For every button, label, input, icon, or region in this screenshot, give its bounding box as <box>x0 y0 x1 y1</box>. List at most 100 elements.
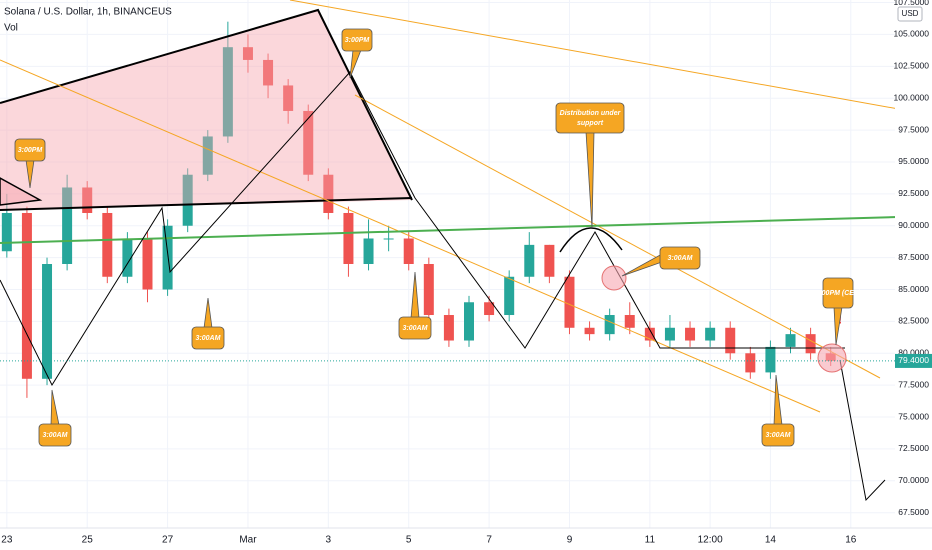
x-tick-label: 14 <box>765 535 777 546</box>
candle-body <box>765 346 776 373</box>
candle-body <box>785 334 796 347</box>
y-tick-label: 72.5000 <box>898 443 929 453</box>
candle-body <box>644 327 655 341</box>
annotation-box <box>38 423 72 447</box>
candle-body <box>102 212 113 277</box>
x-tick-label: 27 <box>162 535 174 546</box>
candle-body <box>443 315 454 341</box>
currency: USD <box>902 9 919 18</box>
annotation: Distribution under support <box>555 102 625 229</box>
candle-body <box>725 327 736 354</box>
candle-body <box>624 315 635 328</box>
annotation-text: 3:00PM (CET) <box>815 290 861 297</box>
currency-box <box>897 6 923 22</box>
candle-body <box>544 244 555 277</box>
x-tick-label: 23 <box>1 535 13 546</box>
annotation-text: 3:00AM <box>196 335 221 342</box>
candle-body <box>664 327 675 341</box>
volume-label: Vol <box>4 23 18 34</box>
annotation-pointer <box>585 131 595 229</box>
y-tick-label: 77.5000 <box>898 379 929 389</box>
y-tick-label: 67.5000 <box>898 507 929 517</box>
candle-body <box>162 225 173 290</box>
annotation: 3:00AM <box>38 389 72 447</box>
annotation-text: 3:00PM <box>18 147 43 154</box>
candle-body <box>504 276 515 316</box>
candle-body <box>142 238 153 290</box>
candle-body <box>423 264 434 316</box>
annotation-pointer <box>410 271 420 319</box>
candle-body <box>62 187 73 264</box>
candle-body <box>745 353 756 373</box>
x-tick-label: 12:00 <box>698 535 723 546</box>
price-axis <box>895 0 932 550</box>
x-tick-label: 9 <box>567 535 573 546</box>
annotation: 3:00AM <box>761 374 795 447</box>
chart-title: Solana / U.S. Dollar, 1h, BINANCEUS <box>4 7 172 18</box>
annotation-box <box>191 326 225 350</box>
x-tick-label: Mar <box>239 535 257 546</box>
annotation: 3:00AM <box>191 297 225 350</box>
candle-body <box>263 59 274 86</box>
y-tick-label: 105.0000 <box>894 29 930 39</box>
annotation-box <box>398 316 432 340</box>
candle-body <box>242 47 253 60</box>
candle-body <box>564 276 575 328</box>
annotation-box <box>341 28 373 52</box>
candle-body <box>222 47 233 137</box>
candle-body <box>303 110 314 175</box>
annotation: 3:00PM (CET) <box>815 277 861 346</box>
annotation-text: 3:00AM <box>668 255 693 262</box>
y-tick-label: 107.5000 <box>894 0 930 7</box>
annotation-line: Distribution under <box>560 110 622 117</box>
candle-body <box>122 238 133 277</box>
annotation-text: 3:00AM <box>766 432 791 439</box>
candle-body <box>604 315 615 335</box>
y-tick-label: 82.5000 <box>898 316 929 326</box>
x-tick-label: 16 <box>845 535 857 546</box>
last-price-label: 79.4000 <box>898 355 929 365</box>
candle-body <box>584 327 595 335</box>
candle-body <box>323 174 334 213</box>
candle-body <box>363 238 374 264</box>
candle-body <box>182 174 193 226</box>
candle-body <box>283 85 294 111</box>
y-tick-label: 100.0000 <box>894 92 930 102</box>
candles <box>1 21 836 398</box>
x-tick-label: 25 <box>82 535 94 546</box>
annotation-text: 3:00PM <box>345 37 370 44</box>
annotation-box <box>761 423 795 447</box>
candle-body <box>403 238 414 264</box>
y-tick-label: 75.0000 <box>898 411 929 421</box>
candle-body <box>805 334 816 354</box>
y-tick-label: 80.0000 <box>898 348 929 358</box>
y-tick-label: 102.5000 <box>894 61 930 71</box>
annotation: 3:00AM <box>621 246 701 277</box>
annotation: 3:00AM <box>398 271 432 340</box>
annotation-box <box>822 277 854 309</box>
candle-body <box>82 187 93 213</box>
candle-body <box>343 212 354 264</box>
annotation-text: 3:00AM <box>43 432 68 439</box>
y-tick-label: 85.0000 <box>898 284 929 294</box>
candle-body <box>202 136 213 175</box>
candle-body <box>524 244 535 277</box>
annotation-pointer <box>50 389 60 426</box>
y-tick-label: 70.0000 <box>898 475 929 485</box>
x-tick-label: 5 <box>406 535 412 546</box>
y-tick-label: 92.5000 <box>898 188 929 198</box>
x-tick-label: 7 <box>486 535 492 546</box>
y-tick-label: 90.0000 <box>898 220 929 230</box>
annotation-pointer <box>203 297 213 329</box>
candle-body <box>464 302 475 341</box>
annotation-pointer <box>349 49 362 79</box>
last-price-box <box>895 353 932 368</box>
annotation: 3:00PM <box>14 138 46 189</box>
candle-body <box>685 327 696 341</box>
annotation-text: Distribution under support <box>560 110 622 127</box>
candle-body <box>484 302 495 316</box>
annotation-box <box>14 138 46 162</box>
drawings <box>0 0 932 502</box>
x-tick-label: 3 <box>326 535 332 546</box>
